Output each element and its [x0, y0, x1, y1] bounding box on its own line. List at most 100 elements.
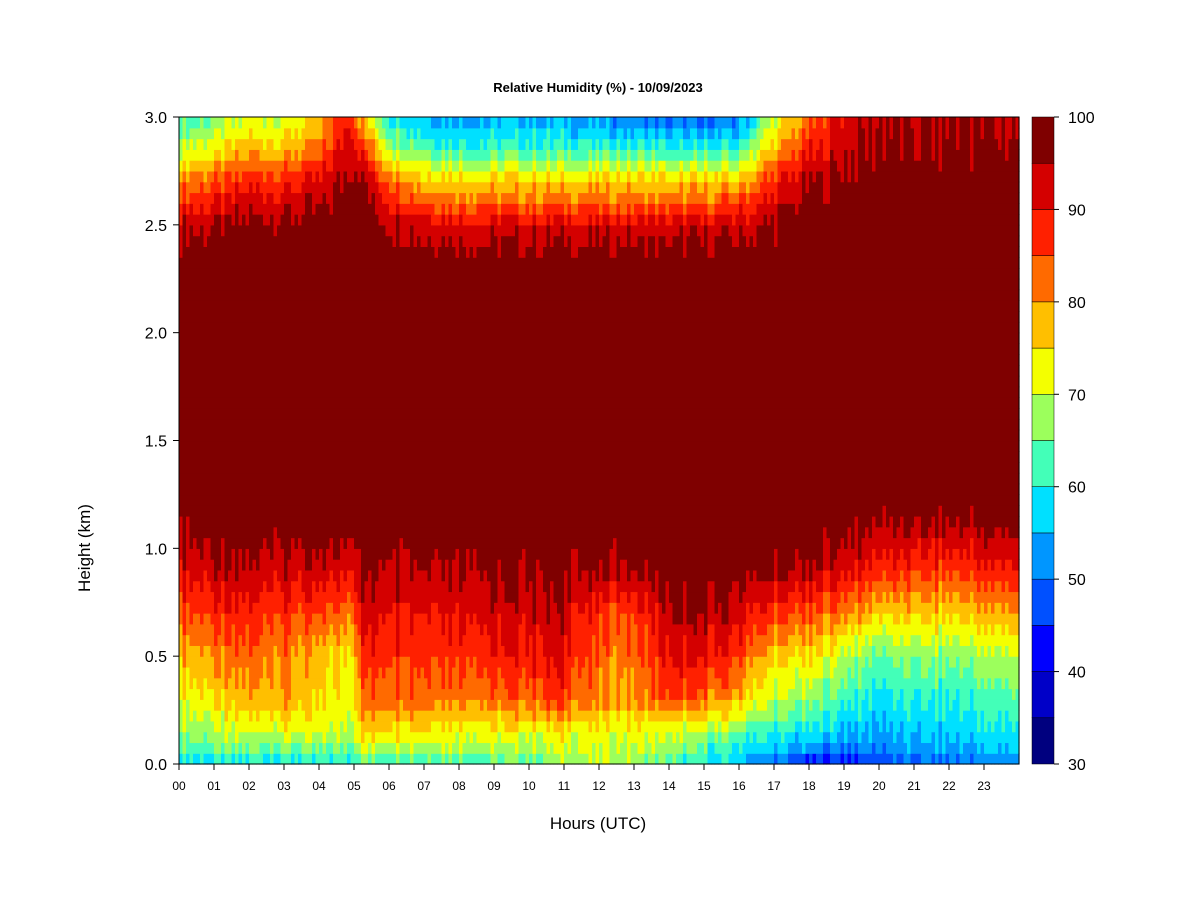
heatmap-cell [322, 462, 327, 474]
heatmap-cell [420, 321, 425, 334]
heatmap-cell [284, 602, 289, 614]
heatmap-cell [305, 246, 310, 258]
heatmap-cell [427, 742, 432, 754]
heatmap-cell [385, 710, 390, 722]
heatmap-cell [431, 138, 436, 150]
heatmap-cell [350, 181, 355, 194]
heatmap-cell [231, 375, 236, 388]
heatmap-cell [308, 526, 313, 539]
heatmap-cell [462, 742, 467, 754]
heatmap-cell [256, 278, 261, 291]
heatmap-cell [329, 645, 334, 657]
heatmap-cell [431, 170, 436, 183]
heatmap-cell [396, 753, 401, 765]
heatmap-cell [427, 505, 432, 517]
heatmap-cell [273, 257, 278, 269]
heatmap-cell [266, 440, 271, 452]
heatmap-cell [228, 278, 233, 291]
heatmap-cell [368, 451, 373, 463]
heatmap-cell [410, 246, 415, 258]
heatmap-cell [420, 634, 425, 646]
heatmap-cell [364, 418, 369, 431]
heatmap-cell [382, 429, 387, 442]
heatmap-cell [445, 214, 450, 226]
heatmap-cell [266, 634, 271, 646]
heatmap-cell [466, 699, 471, 711]
heatmap-cell [445, 591, 450, 603]
heatmap-cell [466, 613, 471, 625]
heatmap-cell [193, 375, 198, 388]
heatmap-cell [410, 602, 415, 614]
heatmap-cell [392, 731, 397, 744]
heatmap-cell [466, 710, 471, 722]
heatmap-cell [224, 354, 229, 366]
heatmap-cell [319, 483, 324, 496]
heatmap-cell [350, 203, 355, 215]
heatmap-cell [242, 753, 247, 765]
heatmap-cell [287, 462, 292, 474]
heatmap-cell [287, 224, 292, 237]
heatmap-cell [455, 321, 460, 334]
heatmap-cell [196, 235, 201, 247]
heatmap-cell [179, 300, 184, 312]
heatmap-cell [301, 731, 306, 744]
heatmap-cell [466, 753, 471, 765]
heatmap-cell [256, 127, 261, 140]
heatmap-cell [375, 559, 380, 571]
heatmap-cell [319, 224, 324, 237]
heatmap-cell [452, 515, 457, 528]
heatmap-cell [308, 602, 313, 614]
heatmap-cell [448, 699, 453, 711]
heatmap-cell [455, 710, 460, 722]
heatmap-cell [340, 731, 345, 744]
heatmap-cell [431, 526, 436, 539]
heatmap-cell [417, 580, 422, 593]
heatmap-cell [273, 127, 278, 140]
heatmap-cell [305, 181, 310, 194]
heatmap-cell [196, 149, 201, 161]
heatmap-cell [200, 138, 205, 150]
heatmap-cell [228, 386, 233, 398]
heatmap-cell [378, 365, 383, 377]
heatmap-cell [277, 559, 282, 571]
heatmap-cell [221, 483, 226, 496]
heatmap-cell [196, 440, 201, 452]
heatmap-cell [319, 559, 324, 571]
heatmap-cell [406, 278, 411, 291]
heatmap-cell [245, 332, 250, 345]
heatmap-cell [326, 559, 331, 571]
heatmap-cell [193, 505, 198, 517]
heatmap-cell [189, 602, 194, 614]
heatmap-cell [273, 666, 278, 679]
heatmap-cell [378, 127, 383, 140]
heatmap-cell [340, 160, 345, 172]
heatmap-cell [329, 537, 334, 549]
heatmap-cell [445, 160, 450, 172]
heatmap-cell [392, 311, 397, 323]
heatmap-cell [228, 677, 233, 690]
heatmap-cell [392, 569, 397, 582]
heatmap-cell [249, 731, 254, 744]
heatmap-cell [273, 483, 278, 496]
heatmap-cell [329, 451, 334, 463]
heatmap-cell [434, 645, 439, 657]
heatmap-cell [245, 494, 250, 506]
heatmap-cell [319, 494, 324, 506]
heatmap-cell [417, 375, 422, 388]
heatmap-cell [319, 386, 324, 398]
heatmap-cell [179, 214, 184, 226]
heatmap-cell [333, 602, 338, 614]
heatmap-cell [452, 429, 457, 442]
heatmap-cell [193, 257, 198, 269]
heatmap-cell [200, 160, 205, 172]
heatmap-cell [368, 278, 373, 291]
heatmap-cell [448, 623, 453, 636]
heatmap-cell [252, 117, 257, 129]
heatmap-cell [266, 462, 271, 474]
heatmap-cell [280, 753, 285, 765]
heatmap-cell [301, 267, 306, 280]
heatmap-cell [280, 408, 285, 420]
heatmap-cell [396, 494, 401, 506]
heatmap-cell [231, 677, 236, 690]
heatmap-cell [242, 677, 247, 690]
